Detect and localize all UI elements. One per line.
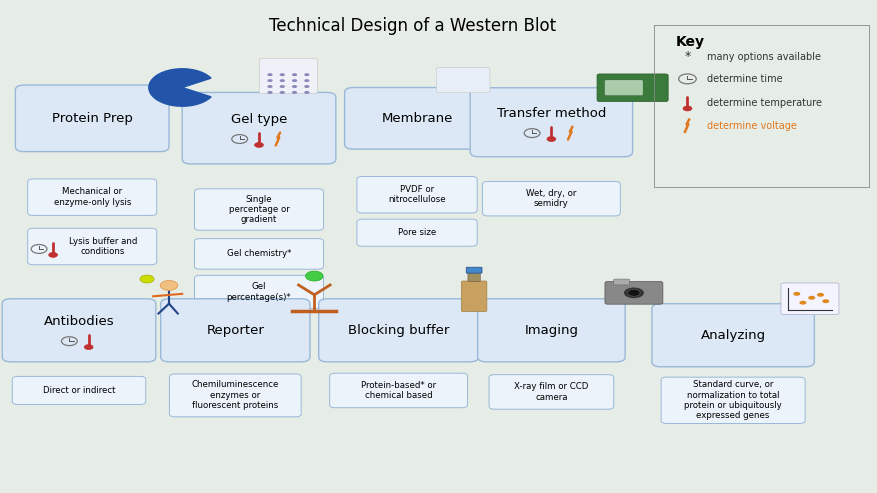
Text: determine time: determine time: [706, 74, 781, 84]
FancyBboxPatch shape: [169, 374, 301, 417]
Text: PVDF or
nitrocellulose: PVDF or nitrocellulose: [388, 185, 446, 205]
Circle shape: [799, 301, 805, 305]
Circle shape: [808, 296, 815, 300]
FancyBboxPatch shape: [2, 299, 156, 362]
Text: Reporter: Reporter: [206, 324, 264, 337]
Text: Gel chemistry*: Gel chemistry*: [226, 249, 291, 258]
FancyBboxPatch shape: [461, 281, 487, 312]
Circle shape: [267, 91, 272, 94]
Text: Protein-based* or
chemical based: Protein-based* or chemical based: [360, 381, 436, 400]
Text: Gel
percentage(s)*: Gel percentage(s)*: [226, 282, 291, 302]
Text: Blocking buffer: Blocking buffer: [347, 324, 449, 337]
FancyBboxPatch shape: [651, 304, 814, 367]
Text: Direct or indirect: Direct or indirect: [43, 386, 115, 395]
Text: Lysis buffer and
conditions: Lysis buffer and conditions: [68, 237, 137, 256]
Circle shape: [279, 73, 285, 76]
FancyBboxPatch shape: [466, 267, 481, 273]
Circle shape: [84, 345, 93, 350]
Text: Antibodies: Antibodies: [44, 315, 114, 328]
Circle shape: [305, 271, 323, 281]
FancyBboxPatch shape: [260, 59, 317, 94]
FancyBboxPatch shape: [194, 275, 323, 309]
FancyBboxPatch shape: [488, 375, 613, 409]
Text: Gel type: Gel type: [231, 113, 287, 126]
FancyBboxPatch shape: [27, 179, 157, 215]
Circle shape: [303, 73, 309, 76]
Circle shape: [267, 73, 272, 76]
FancyBboxPatch shape: [470, 88, 631, 157]
Circle shape: [279, 85, 285, 88]
Text: Analyzing: Analyzing: [700, 329, 765, 342]
Text: Protein Prep: Protein Prep: [52, 112, 132, 125]
Circle shape: [303, 79, 309, 82]
Text: Single
percentage or
gradient: Single percentage or gradient: [228, 195, 289, 224]
Text: Technical Design of a Western Blot: Technical Design of a Western Blot: [268, 17, 556, 35]
Text: X-ray film or CCD
camera: X-ray film or CCD camera: [514, 382, 588, 402]
Circle shape: [816, 293, 823, 297]
FancyBboxPatch shape: [27, 228, 157, 265]
Text: Key: Key: [675, 35, 704, 48]
FancyBboxPatch shape: [194, 189, 323, 230]
Circle shape: [279, 91, 285, 94]
Text: Imaging: Imaging: [524, 324, 578, 337]
Circle shape: [623, 287, 644, 299]
Text: determine voltage: determine voltage: [706, 121, 795, 131]
FancyBboxPatch shape: [356, 176, 477, 213]
Text: determine temperature: determine temperature: [706, 98, 821, 107]
Text: Pore size: Pore size: [397, 228, 436, 237]
Circle shape: [291, 73, 296, 76]
FancyBboxPatch shape: [613, 279, 629, 285]
Text: Chemiluminescence
enzymes or
fluorescent proteins: Chemiluminescence enzymes or fluorescent…: [191, 381, 279, 410]
Circle shape: [546, 137, 555, 141]
FancyBboxPatch shape: [15, 85, 168, 152]
FancyBboxPatch shape: [356, 219, 477, 246]
FancyBboxPatch shape: [603, 80, 642, 96]
Circle shape: [160, 281, 177, 290]
FancyBboxPatch shape: [781, 283, 838, 315]
Circle shape: [682, 106, 691, 111]
FancyBboxPatch shape: [482, 181, 619, 216]
FancyBboxPatch shape: [330, 373, 467, 408]
Circle shape: [254, 142, 263, 147]
Text: Transfer method: Transfer method: [496, 107, 605, 120]
Circle shape: [267, 79, 272, 82]
FancyBboxPatch shape: [596, 74, 667, 102]
FancyBboxPatch shape: [660, 377, 804, 423]
FancyBboxPatch shape: [194, 239, 323, 269]
Circle shape: [303, 85, 309, 88]
FancyBboxPatch shape: [604, 282, 662, 304]
FancyBboxPatch shape: [160, 299, 310, 362]
Text: Mechanical or
enzyme-only lysis: Mechanical or enzyme-only lysis: [53, 187, 131, 207]
Circle shape: [291, 85, 296, 88]
Circle shape: [48, 252, 57, 257]
FancyBboxPatch shape: [344, 88, 488, 149]
Circle shape: [627, 289, 639, 296]
Text: Wet, dry, or
semidry: Wet, dry, or semidry: [525, 189, 576, 209]
Circle shape: [267, 85, 272, 88]
FancyBboxPatch shape: [318, 299, 478, 362]
FancyBboxPatch shape: [12, 377, 146, 404]
Wedge shape: [148, 69, 210, 106]
Circle shape: [291, 91, 296, 94]
Text: Membrane: Membrane: [381, 112, 453, 125]
Circle shape: [279, 79, 285, 82]
FancyBboxPatch shape: [467, 272, 480, 282]
FancyBboxPatch shape: [436, 68, 489, 93]
Text: Standard curve, or
normalization to total
protein or ubiquitously
expressed gene: Standard curve, or normalization to tota…: [683, 380, 781, 421]
Circle shape: [303, 91, 309, 94]
Circle shape: [291, 79, 296, 82]
Circle shape: [793, 292, 799, 296]
FancyBboxPatch shape: [182, 93, 335, 164]
Text: many options available: many options available: [706, 52, 820, 62]
Circle shape: [822, 299, 828, 303]
FancyBboxPatch shape: [477, 299, 624, 362]
Text: *: *: [683, 50, 690, 63]
Circle shape: [139, 275, 154, 283]
